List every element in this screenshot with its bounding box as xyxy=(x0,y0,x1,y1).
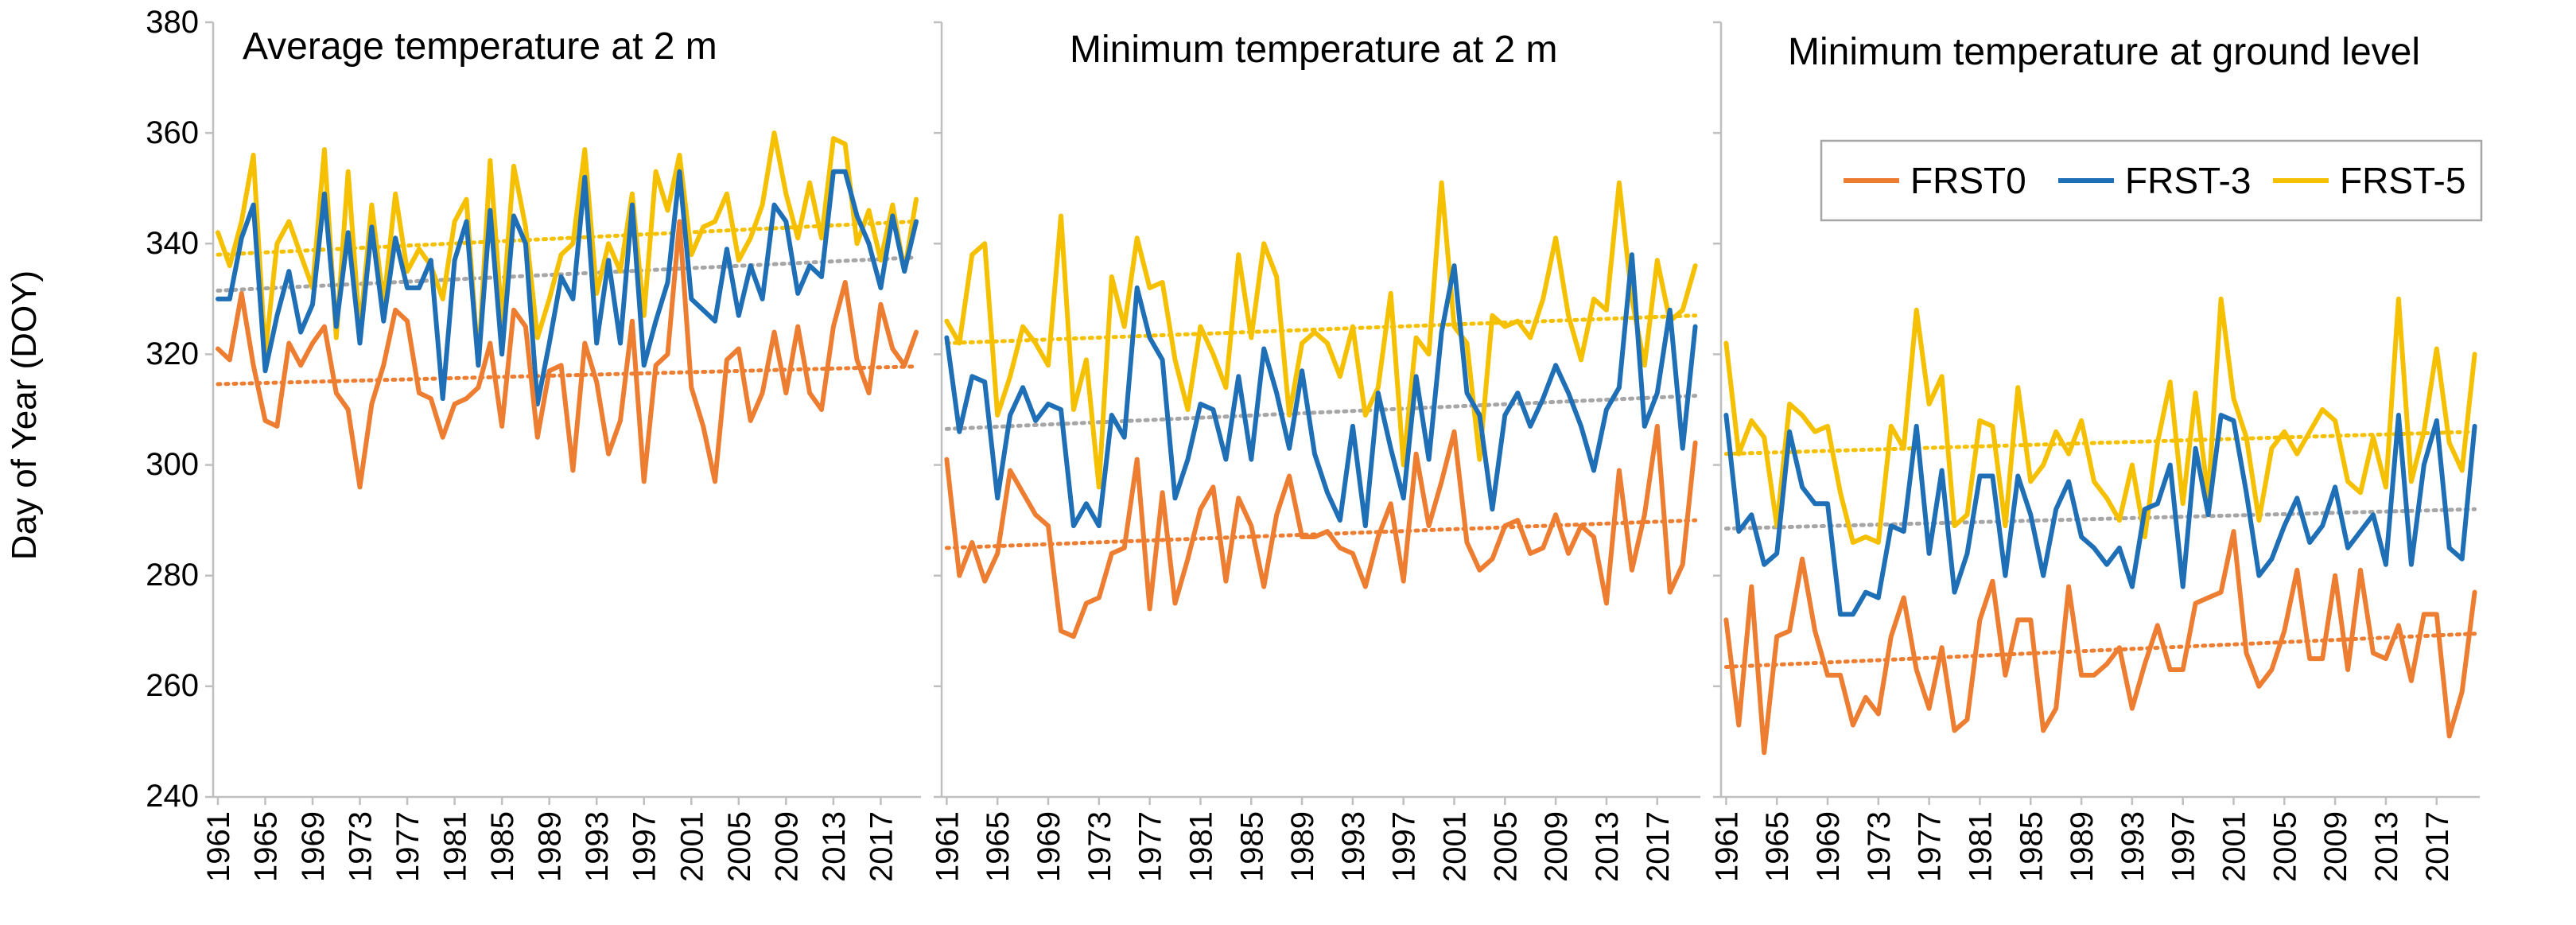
x-tick-label: 2005 xyxy=(2267,811,2302,882)
x-tick-label: 1961 xyxy=(1709,811,1744,882)
x-tick-label: 1993 xyxy=(1336,811,1371,882)
trendline-frst-3 xyxy=(1723,507,2477,531)
x-tick-label: 2009 xyxy=(2318,811,2353,882)
series-line-frst0 xyxy=(216,219,919,490)
x-tick-label: 2017 xyxy=(864,811,899,882)
x-tick-label: 1989 xyxy=(2065,811,2100,882)
x-tick-label: 1981 xyxy=(438,811,473,882)
x-tick-label: 1965 xyxy=(1760,811,1795,882)
series-line-frst-3 xyxy=(1723,413,2477,617)
x-tick-label: 1993 xyxy=(2116,811,2151,882)
y-tick-label: 300 xyxy=(146,447,199,482)
y-tick-label: 340 xyxy=(146,226,199,261)
x-tick-label: 1993 xyxy=(580,811,615,882)
x-tick-label: 1961 xyxy=(930,811,965,882)
x-tick-label: 1997 xyxy=(627,811,662,882)
x-tick-label: 2013 xyxy=(2369,811,2404,882)
x-tick-label: 1981 xyxy=(1183,811,1218,882)
y-tick-label: 280 xyxy=(146,558,199,593)
series-line-frst-5 xyxy=(944,180,1698,490)
panel-2-title: Minimum temperature at 2 m xyxy=(1070,29,1558,71)
y-tick-labels: 240 260 280 300 320 340 360 380 xyxy=(146,5,199,814)
trendline-frst-3 xyxy=(216,255,919,293)
legend-label-frst-3: FRST-3 xyxy=(2125,160,2251,201)
panel-3-title: Minimum temperature at ground level xyxy=(1788,31,2420,73)
legend: FRST0 FRST-3 FRST-5 xyxy=(1820,139,2483,222)
panel-1-title: Average temperature at 2 m xyxy=(243,25,717,68)
trendline-frst-5 xyxy=(1723,429,2477,457)
series-line-frst0 xyxy=(1723,529,2477,756)
x-tick-label: 1969 xyxy=(1811,811,1846,882)
x-tick-label: 2017 xyxy=(1641,811,1676,882)
legend-label-frst0: FRST0 xyxy=(1910,160,2026,201)
x-tick-label: 2009 xyxy=(1539,811,1574,882)
x-tick-label: 1977 xyxy=(1133,811,1168,882)
x-tick-label: 1969 xyxy=(1032,811,1067,882)
x-tick-label: 2001 xyxy=(2217,811,2252,882)
series-line-frst-5 xyxy=(1723,296,2477,545)
x-tick-label: 1985 xyxy=(485,811,520,882)
series-line-frst-3 xyxy=(216,169,919,406)
x-tick-label: 1997 xyxy=(1387,811,1422,882)
y-tick-label: 320 xyxy=(146,336,199,371)
x-tick-label: 1973 xyxy=(1082,811,1117,882)
x-tick-label: 1965 xyxy=(981,811,1016,882)
x-tick-label: 1977 xyxy=(1913,811,1948,882)
x-tick-label: 2013 xyxy=(1590,811,1625,882)
x-tick-label: 2005 xyxy=(1488,811,1523,882)
x-tick-label: 1989 xyxy=(1285,811,1320,882)
x-tick-label: 1985 xyxy=(1234,811,1269,882)
x-tick-label: 2009 xyxy=(769,811,804,882)
x-tick-label: 1977 xyxy=(390,811,425,882)
y-tick-label: 380 xyxy=(146,5,199,40)
legend-box xyxy=(1820,139,2483,222)
x-tick-label: 1985 xyxy=(2014,811,2049,882)
y-tick-label: 260 xyxy=(146,668,199,703)
x-tick-label: 2013 xyxy=(817,811,852,882)
x-tick-label: 1961 xyxy=(201,811,236,882)
x-tick-label: 1965 xyxy=(248,811,283,882)
panel-average-temperature: 1961 1965 1969 1973 1977 1981 1985 1989 1993 1997… xyxy=(201,21,921,882)
panel-minimum-temperature-2m: 1961 1965 1969 1973 1977 1981 1985 1989 1993 1997… xyxy=(930,21,1700,882)
x-tick-label: 2001 xyxy=(1438,811,1473,882)
x-tick-label: 1981 xyxy=(1963,811,1998,882)
panel-minimum-temperature-ground: 1961 1965 1969 1973 1977 1981 1985 1989 1993 1997… xyxy=(1709,21,2480,882)
x-tick-label: 2017 xyxy=(2420,811,2455,882)
x-tick-label: 1969 xyxy=(296,811,331,882)
y-tick-label: 360 xyxy=(146,115,199,150)
series-line-frst-3 xyxy=(944,252,1698,529)
x-tick-label: 2001 xyxy=(674,811,709,882)
x-tick-label: 1973 xyxy=(344,811,379,882)
series-line-frst0 xyxy=(944,423,1698,639)
x-tick-label: 1997 xyxy=(2166,811,2201,882)
legend-label-frst-5: FRST-5 xyxy=(2340,160,2465,201)
x-tick-label: 1989 xyxy=(533,811,568,882)
y-axis-title: Day of Year (DOY) xyxy=(5,270,44,560)
x-tick-label: 2005 xyxy=(722,811,757,882)
trendline-frst0 xyxy=(216,364,919,387)
y-tick-label: 240 xyxy=(146,779,199,814)
x-tick-label: 1973 xyxy=(1862,811,1897,882)
